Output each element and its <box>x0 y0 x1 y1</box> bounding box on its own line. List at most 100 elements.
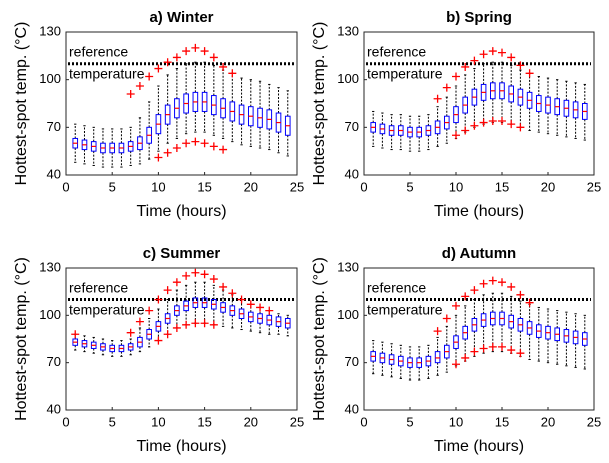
outlier <box>452 301 460 310</box>
outlier <box>265 306 274 315</box>
outlier <box>516 290 525 299</box>
plot-area <box>66 268 297 410</box>
outlier <box>461 126 470 135</box>
y-axis-label: Hottest-spot temp. (°C) <box>311 22 328 186</box>
plot: reference temperature 0 5 10 15 20 25 40 70 100 130… <box>13 245 304 455</box>
outlier <box>191 137 200 146</box>
outlier <box>228 69 237 78</box>
plot-frame <box>65 31 298 176</box>
outlier <box>507 282 516 291</box>
x-tick-label: 0 <box>360 179 367 194</box>
y-tick-label: 70 <box>47 354 61 369</box>
y-tick-label: 100 <box>337 71 359 86</box>
y-tick-label: 70 <box>345 354 359 369</box>
y-axis-label: Hottest-spot temp. (°C) <box>13 257 30 421</box>
reference-label: temperature <box>69 301 145 317</box>
outlier <box>145 72 154 81</box>
plot-area <box>66 32 297 175</box>
x-tick-label: 0 <box>360 414 367 429</box>
y-tick-label: 40 <box>345 166 359 181</box>
chart-title: a) Winter <box>149 9 213 26</box>
outlier <box>525 69 534 78</box>
outlier <box>488 47 497 56</box>
outlier <box>479 279 488 288</box>
outlier <box>470 286 479 295</box>
x-tick-label: 15 <box>495 414 509 429</box>
reference-label: temperature <box>69 65 145 81</box>
x-tick-label: 25 <box>587 179 601 194</box>
x-axis-label: Time (hours) <box>136 438 226 455</box>
reference-label: reference <box>367 279 426 295</box>
outlier <box>200 319 209 328</box>
outlier <box>442 314 451 323</box>
outlier <box>71 330 80 339</box>
outlier <box>209 53 218 62</box>
x-tick-label: 5 <box>406 414 413 429</box>
y-tick-label: 40 <box>345 401 359 416</box>
chart-title: b) Spring <box>446 9 512 26</box>
outlier <box>154 336 163 345</box>
outlier <box>191 268 200 277</box>
chart-title: c) Summer <box>143 245 221 262</box>
outlier <box>172 323 181 332</box>
outlier <box>172 53 181 62</box>
outlier <box>219 62 228 71</box>
x-tick-label: 15 <box>495 179 509 194</box>
x-tick-label: 10 <box>151 179 165 194</box>
y-tick-label: 100 <box>337 307 359 322</box>
outlier <box>452 360 460 369</box>
y-tick-label: 130 <box>337 259 359 274</box>
x-axis-label: Time (hours) <box>434 438 524 455</box>
outlier <box>516 61 525 70</box>
outlier <box>516 123 525 132</box>
x-tick-label: 25 <box>290 179 304 194</box>
outlier <box>479 344 488 353</box>
plot-area <box>364 32 594 175</box>
outlier <box>488 342 497 351</box>
outlier <box>219 282 228 291</box>
plot: reference temperature 0 5 10 15 20 25 40 70 100 130… <box>13 9 304 220</box>
x-tick-label: 0 <box>62 179 69 194</box>
y-tick-label: 40 <box>47 166 61 181</box>
reference-label: reference <box>367 43 426 59</box>
x-tick-label: 25 <box>290 414 304 429</box>
outlier <box>163 148 172 157</box>
outlier <box>200 270 209 279</box>
x-tick-label: 15 <box>197 414 211 429</box>
outlier <box>498 48 506 57</box>
outlier <box>145 306 154 315</box>
y-tick-label: 40 <box>47 401 61 416</box>
x-tick-label: 5 <box>406 179 413 194</box>
x-tick-label: 20 <box>541 414 555 429</box>
outlier <box>200 139 209 148</box>
y-axis-label: Hottest-spot temp. (°C) <box>13 22 30 186</box>
chart-title: d) Autumn <box>442 245 516 262</box>
outlier <box>126 89 135 98</box>
outlier <box>452 131 460 140</box>
outlier <box>135 317 144 326</box>
outlier <box>498 278 506 287</box>
outlier <box>470 347 479 356</box>
outlier <box>498 342 506 351</box>
outlier <box>461 353 470 362</box>
plot: reference temperature 0 5 10 15 20 25 40 70 100 130… <box>311 245 601 455</box>
plot-frame <box>65 267 298 411</box>
y-tick-label: 70 <box>345 119 359 134</box>
outlier <box>525 298 534 307</box>
outlier <box>246 300 255 309</box>
x-tick-label: 20 <box>244 179 258 194</box>
outlier <box>507 346 516 355</box>
y-tick-label: 100 <box>39 307 61 322</box>
outlier <box>507 53 516 62</box>
outlier <box>200 47 209 56</box>
reference-label: reference <box>69 43 128 59</box>
reference-label: reference <box>69 279 128 295</box>
outlier <box>182 320 191 329</box>
outlier <box>191 43 200 52</box>
outlier <box>182 139 191 148</box>
outlier <box>135 82 144 91</box>
reference-label: temperature <box>367 301 443 317</box>
outlier <box>163 58 172 67</box>
y-tick-label: 130 <box>39 259 61 274</box>
outlier <box>516 349 525 358</box>
